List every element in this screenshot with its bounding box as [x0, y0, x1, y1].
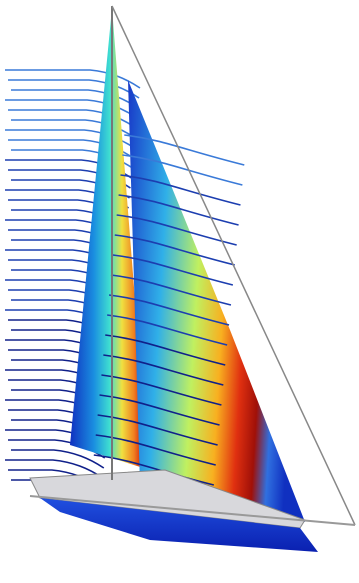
- streamline: [5, 70, 140, 88]
- streamline: [8, 80, 139, 98]
- page: (() => { const svg = document.getElement…: [0, 0, 359, 583]
- sail-simulation: [0, 0, 359, 583]
- streamline: [11, 450, 104, 468]
